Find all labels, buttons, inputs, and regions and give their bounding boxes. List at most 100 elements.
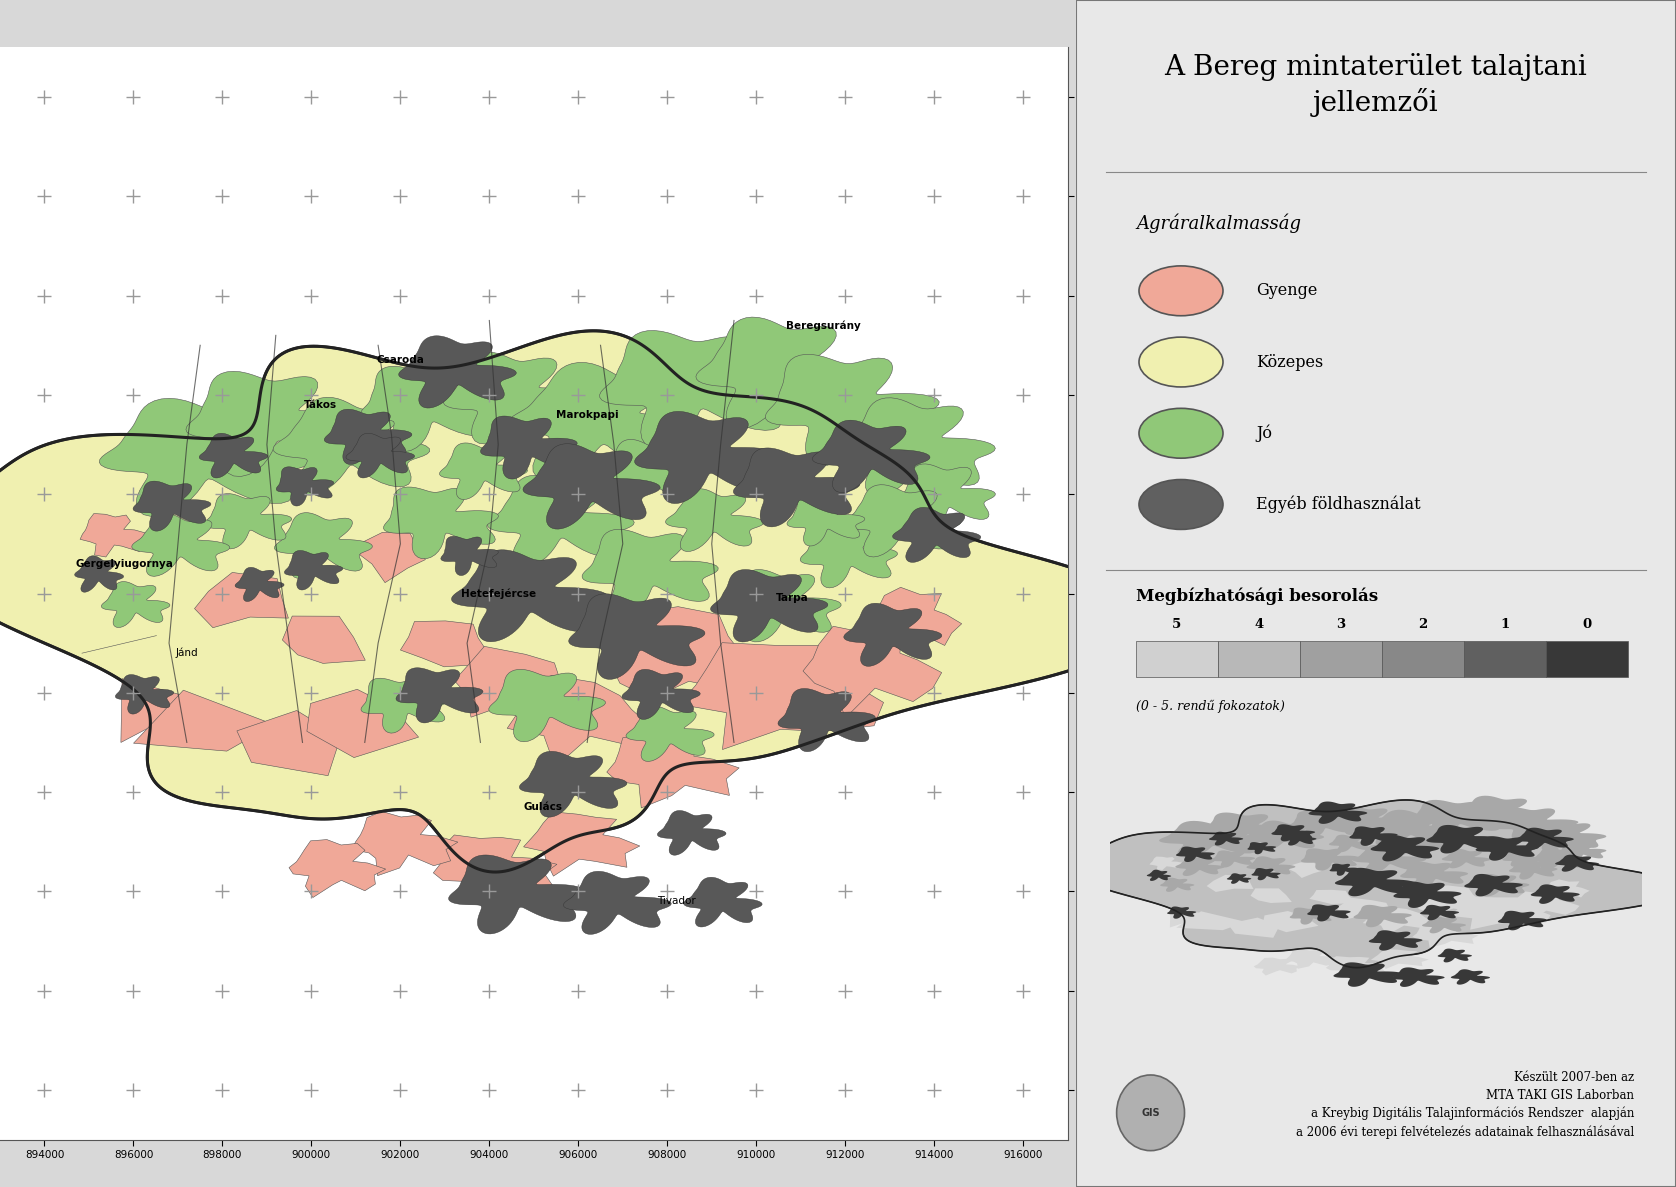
Polygon shape — [1502, 851, 1542, 867]
Polygon shape — [1247, 856, 1296, 877]
Polygon shape — [345, 433, 414, 478]
Polygon shape — [523, 444, 660, 529]
Polygon shape — [275, 513, 372, 578]
Polygon shape — [384, 487, 498, 559]
Polygon shape — [684, 877, 763, 927]
Polygon shape — [360, 532, 426, 583]
Text: (0 - 5. rendű fokozatok): (0 - 5. rendű fokozatok) — [1136, 700, 1285, 713]
Polygon shape — [396, 668, 483, 723]
Polygon shape — [1448, 896, 1550, 929]
Polygon shape — [1212, 850, 1255, 868]
Polygon shape — [1542, 880, 1589, 899]
Text: Gergelyiugornya: Gergelyiugornya — [75, 559, 174, 569]
Bar — [1136, 641, 1218, 677]
Polygon shape — [1421, 916, 1466, 933]
Polygon shape — [75, 556, 124, 592]
Text: 5: 5 — [1173, 618, 1182, 631]
Polygon shape — [1208, 832, 1244, 845]
Polygon shape — [186, 372, 360, 476]
Polygon shape — [843, 603, 942, 666]
Polygon shape — [696, 317, 872, 429]
Polygon shape — [1393, 882, 1461, 908]
Polygon shape — [635, 412, 781, 503]
Polygon shape — [1515, 827, 1574, 850]
Polygon shape — [134, 690, 273, 751]
Text: 2: 2 — [1418, 618, 1428, 631]
Polygon shape — [323, 410, 412, 464]
Polygon shape — [1529, 820, 1606, 851]
Polygon shape — [277, 466, 334, 506]
Polygon shape — [360, 678, 447, 734]
Text: Jánd: Jánd — [176, 648, 198, 659]
Polygon shape — [401, 621, 486, 667]
Polygon shape — [1371, 834, 1440, 862]
Polygon shape — [1413, 925, 1478, 947]
Text: Jó: Jó — [1255, 425, 1272, 442]
Polygon shape — [489, 669, 605, 742]
Polygon shape — [1410, 886, 1487, 914]
Polygon shape — [766, 355, 939, 465]
Polygon shape — [1262, 912, 1319, 932]
Polygon shape — [451, 550, 608, 642]
Text: Tivador: Tivador — [657, 896, 696, 906]
Polygon shape — [1451, 970, 1490, 985]
Polygon shape — [399, 336, 516, 408]
Bar — [1465, 641, 1545, 677]
Text: GIS: GIS — [1141, 1107, 1160, 1118]
Text: Hetefejércse: Hetefejércse — [461, 589, 536, 598]
Polygon shape — [352, 812, 458, 876]
Polygon shape — [1329, 834, 1373, 852]
Polygon shape — [1254, 958, 1302, 976]
Polygon shape — [778, 688, 875, 751]
Polygon shape — [1399, 862, 1468, 888]
Polygon shape — [602, 607, 756, 699]
Polygon shape — [1349, 826, 1398, 846]
Polygon shape — [1363, 907, 1435, 935]
Polygon shape — [1530, 884, 1580, 904]
Polygon shape — [194, 572, 288, 628]
Polygon shape — [1426, 825, 1500, 853]
Polygon shape — [1334, 868, 1413, 896]
Polygon shape — [1492, 807, 1579, 842]
Polygon shape — [788, 496, 865, 546]
Ellipse shape — [1140, 408, 1223, 458]
Polygon shape — [132, 514, 230, 577]
Polygon shape — [1329, 864, 1358, 876]
Text: Tákos: Tákos — [303, 400, 337, 410]
Polygon shape — [1371, 950, 1430, 969]
Polygon shape — [838, 398, 996, 496]
Polygon shape — [582, 529, 719, 615]
Polygon shape — [1408, 833, 1458, 853]
Polygon shape — [434, 834, 556, 902]
Text: 4: 4 — [1254, 618, 1264, 631]
Text: 0: 0 — [1582, 618, 1592, 631]
Text: Megbízhatósági besorolás: Megbízhatósági besorolás — [1136, 588, 1378, 605]
Polygon shape — [1227, 874, 1252, 884]
Polygon shape — [99, 399, 315, 516]
Polygon shape — [282, 616, 365, 664]
Polygon shape — [1272, 824, 1316, 842]
Polygon shape — [1170, 908, 1210, 927]
Polygon shape — [1309, 801, 1368, 824]
Polygon shape — [1410, 800, 1507, 837]
Polygon shape — [898, 464, 996, 529]
Polygon shape — [679, 642, 883, 749]
Polygon shape — [1498, 910, 1547, 931]
Text: Gyenge: Gyenge — [1255, 283, 1317, 299]
Polygon shape — [600, 330, 794, 449]
Polygon shape — [625, 706, 714, 761]
Polygon shape — [1250, 888, 1292, 903]
Polygon shape — [80, 514, 147, 557]
Polygon shape — [101, 582, 169, 628]
Polygon shape — [1146, 870, 1172, 881]
Polygon shape — [665, 489, 764, 552]
Polygon shape — [1353, 845, 1426, 874]
Polygon shape — [1301, 849, 1358, 870]
Text: Tarpa: Tarpa — [776, 594, 808, 603]
Polygon shape — [1247, 842, 1275, 855]
Polygon shape — [799, 525, 898, 588]
Polygon shape — [1326, 957, 1388, 977]
Polygon shape — [520, 751, 627, 817]
Bar — [1545, 641, 1627, 677]
Ellipse shape — [1116, 1075, 1185, 1150]
